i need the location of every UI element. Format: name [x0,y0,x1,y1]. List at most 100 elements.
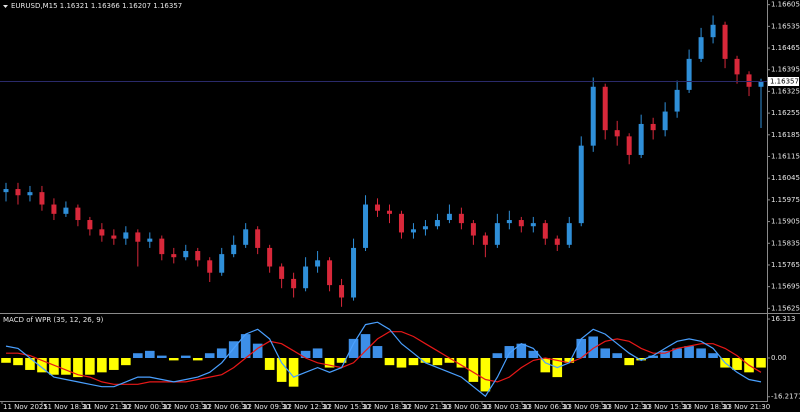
histogram-bar [612,353,622,358]
macd-line [5,321,762,398]
symbol-menu-icon[interactable] [3,5,8,8]
histogram-bar [73,358,83,378]
candle-body [410,229,416,233]
histogram-bar [25,358,35,370]
x-tick-label: 11 Nov 21:30 [83,403,130,411]
candle-body [351,247,357,298]
histogram-bar [444,358,455,363]
histogram-bar [252,343,263,358]
candle-body [710,24,716,38]
x-tick-label: 11 Nov 2025 [3,403,48,411]
candle-body [578,145,584,224]
histogram-bar [168,358,179,361]
histogram-bar [85,358,95,375]
histogram-bar [396,358,407,368]
candle-body [614,130,620,137]
histogram-bar [624,358,634,366]
candle-body [566,223,572,245]
candle-body [386,210,392,214]
candle-body [123,232,129,239]
y-tick-label: 1.16115 [771,153,800,161]
candle-body [698,37,704,59]
candle-body [422,226,428,230]
histogram-bar [384,358,395,366]
histogram-bar [204,353,215,358]
y-tick-label: 1.16045 [771,174,800,182]
histogram-bar [372,346,383,358]
candle-body [51,204,57,214]
y-tick-label: 0.00 [771,354,787,362]
histogram-bar [420,358,431,363]
histogram-bar [276,358,287,382]
candle-body [375,204,381,211]
x-tick-label: 13 Nov 18:30 [683,403,730,411]
histogram-bar [432,358,443,366]
histogram-bar [468,358,479,382]
histogram-bar [49,358,59,375]
histogram-bar [216,348,227,358]
histogram-bar [708,353,718,358]
histogram-bar [360,334,371,358]
x-tick-label: 12 Nov 18:30 [363,403,410,411]
candle-body [686,58,692,90]
histogram-bar [156,355,167,358]
candle-body [171,254,177,258]
candle-body [470,223,476,236]
x-tick-label: 12 Nov 06:30 [203,403,250,411]
candle-body [554,238,560,245]
histogram-bar [228,341,239,358]
candle-body [255,229,261,248]
candle-body [279,266,285,279]
histogram-bar [300,350,311,358]
x-tick-label: 11 Nov 18:30 [43,403,90,411]
candle-body [15,189,21,196]
candle-body [183,251,189,258]
x-tick-label: 13 Nov 00:30 [443,403,490,411]
candle-body [446,213,452,221]
chart-title: EURUSD,M15 1.16321 1.16366 1.16207 1.163… [11,2,182,10]
histogram-bar [180,355,191,358]
candle-body [530,223,536,227]
candle-body [243,229,249,245]
candle-body [159,238,165,255]
histogram-bar [516,343,527,358]
candle-body [3,189,9,193]
y-tick-label: 1.15765 [771,261,800,269]
y-tick-label: 1.15835 [771,239,800,247]
y-tick-label: -16.2171 [771,393,800,401]
candle-body [542,223,548,239]
histogram-bar [336,358,347,363]
histogram-bar [564,358,575,363]
histogram-bar [672,348,682,358]
candle-body [626,136,632,155]
y-tick-label: 16.313 [771,315,796,323]
histogram-bar [264,358,275,370]
histogram-bar [660,350,670,358]
candle-body [87,220,93,230]
histogram-bar [732,358,742,370]
histogram-bar [13,358,23,366]
histogram-bar [61,358,71,375]
histogram-bar [456,358,467,368]
histogram-bar [109,358,119,370]
y-tick-label: 1.16325 [771,87,800,95]
x-tick-label: 12 Nov 03:30 [163,403,210,411]
histogram-bar [97,358,107,373]
last-price-box [768,77,799,87]
y-tick-label: 1.15905 [771,218,800,226]
y-tick-label: 1.15625 [771,304,800,312]
histogram-bar [37,358,47,373]
candle-body [602,86,608,131]
histogram-bar [636,358,646,361]
x-tick-label: 13 Nov 12:30 [603,403,650,411]
histogram-bar [240,334,251,358]
candle-body [398,213,404,233]
histogram-bar [576,338,587,358]
histogram-bar [145,350,155,358]
candle-body [135,232,141,242]
x-tick-label: 12 Nov 21:30 [403,403,450,411]
histogram-bar [588,336,599,358]
y-tick-label: 1.16465 [771,44,800,52]
